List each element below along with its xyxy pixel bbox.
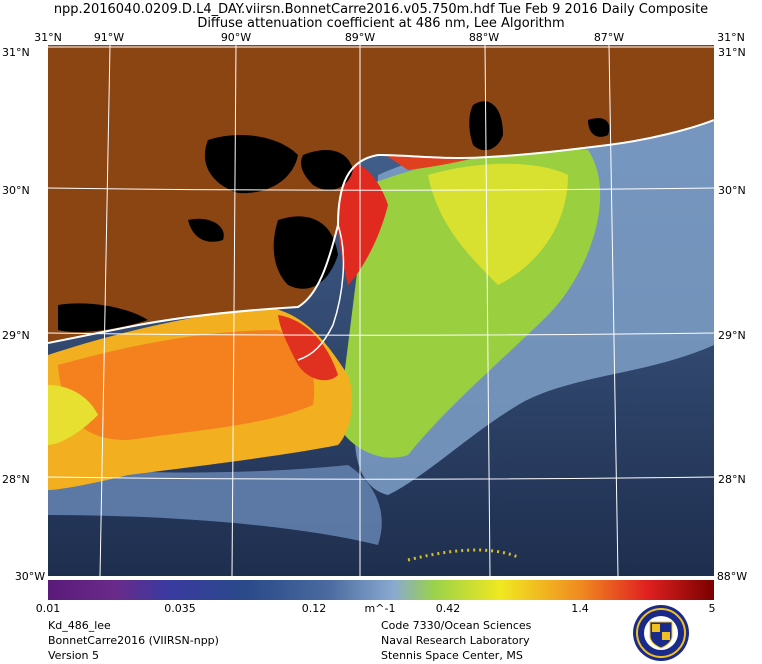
lon-label-89w: 89°W (344, 31, 376, 44)
lon-label-91w: 91°W (93, 31, 125, 44)
corner-label-bottom-right: 88°W (716, 570, 748, 583)
corner-label-top-left: 31°N (34, 31, 62, 44)
colorbar-gradient (48, 580, 714, 600)
barataria-marsh (273, 216, 338, 289)
footer-right: Code 7330/Ocean Sciences Naval Research … (381, 618, 531, 663)
plume-yellow-west (48, 385, 98, 445)
colorbar-tick-1: 0.035 (164, 602, 196, 615)
colorbar-tick-3: 0.42 (435, 602, 461, 615)
lat-label-left-31n: 31°N (2, 46, 30, 59)
pensacola-bay (588, 118, 610, 137)
plume-red-east (278, 315, 338, 381)
seal-gold-ring (636, 608, 686, 658)
lake-pontchartrain (204, 135, 298, 194)
nearshore-red-breton (336, 162, 388, 285)
image-title: npp.2016040.0209.D.L4_DAY.viirsn.BonnetC… (53, 2, 709, 17)
colorbar-tick-5: 5 (708, 602, 716, 615)
nrl-seal-icon (633, 605, 689, 661)
footer-code: Code 7330/Ocean Sciences (381, 619, 532, 632)
inland-marsh-1 (188, 218, 224, 242)
colorbar (48, 580, 714, 600)
meridian-90w (231, 45, 237, 576)
land-area (48, 45, 714, 343)
footer-version: Version 5 (48, 649, 99, 662)
plume-orange-core (58, 330, 315, 440)
footer-lab: Naval Research Laboratory (381, 634, 530, 647)
lon-label-88w: 88°W (468, 31, 500, 44)
corner-label-bottom-left: 30°W (14, 570, 46, 583)
lat-label-right-30n: 30°N (718, 184, 746, 197)
footer-location: Stennis Space Center, MS (381, 649, 523, 662)
parallel-28n (48, 476, 714, 480)
colorbar-unit: m^-1 (364, 602, 396, 615)
footer-product: Kd_486_lee (48, 619, 111, 632)
meridian-87w (608, 45, 619, 576)
image-subtitle: Diffuse attenuation coefficient at 486 n… (197, 16, 565, 31)
lon-label-87w: 87°W (593, 31, 625, 44)
lat-label-left-29n: 29°N (2, 329, 30, 342)
lat-label-right-31n: 31°N (718, 46, 746, 59)
lat-label-right-28n: 28°N (718, 473, 746, 486)
colorbar-tick-2: 0.12 (301, 602, 327, 615)
lat-label-left-28n: 28°N (2, 473, 30, 486)
yellow-patch-north (428, 163, 568, 285)
footer-left: Kd_486_lee BonnetCarre2016 (VIIRSN-npp) … (48, 618, 219, 663)
colorbar-tick-4: 1.4 (571, 602, 589, 615)
lon-label-90w: 90°W (220, 31, 252, 44)
parallel-29n (48, 332, 714, 336)
lat-label-left-30n: 30°N (2, 184, 30, 197)
corner-label-top-right: 31°N (717, 31, 745, 44)
coastline (48, 119, 714, 344)
coastal-bay-west (58, 303, 148, 332)
kd486-map (48, 45, 714, 576)
footer-dataset: BonnetCarre2016 (VIIRSN-npp) (48, 634, 219, 647)
seal-quarter-1 (652, 624, 660, 632)
seal-quarter-2 (662, 632, 670, 640)
meridian-88w (484, 45, 491, 576)
lake-borgne (301, 150, 353, 190)
mississippi-delta-outline (297, 224, 345, 361)
colorbar-tick-0: 0.01 (35, 602, 61, 615)
parallel-30n (48, 187, 714, 191)
edge-speckle (407, 548, 519, 562)
lat-label-right-29n: 29°N (718, 329, 746, 342)
western-shelf-water (48, 465, 382, 545)
